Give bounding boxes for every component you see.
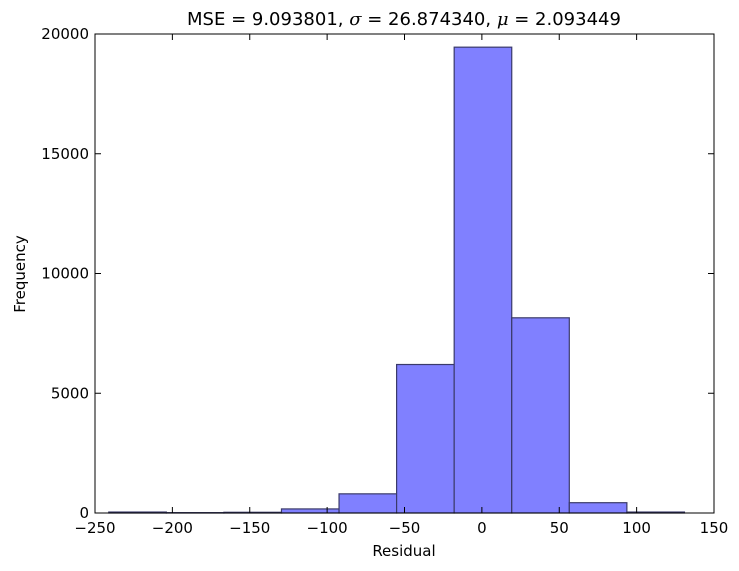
x-tick-label: −50 [389, 519, 421, 537]
histogram-bar-4 [338, 493, 398, 514]
y-tick-label: 15000 [41, 145, 89, 163]
x-tick-label: 50 [550, 519, 569, 537]
y-tick-label: 20000 [41, 25, 89, 43]
y-axis-label: Frequency [11, 235, 29, 313]
y-tick-label: 5000 [51, 384, 89, 402]
histogram-bar-8 [568, 502, 628, 514]
y-tick-labels: 0 5000 10000 15000 20000 [41, 25, 89, 522]
y-tick-label: 0 [79, 504, 89, 522]
x-tick-label: −200 [152, 519, 193, 537]
histogram-bars [108, 46, 686, 514]
y-tick-label: 10000 [41, 265, 89, 283]
histogram-bar-6 [453, 46, 513, 514]
histogram-bar-5 [396, 363, 455, 514]
histogram-bar-7 [511, 317, 570, 514]
x-tick-label: 100 [622, 519, 651, 537]
x-axis-label: Residual [372, 542, 435, 560]
x-tick-label: 0 [477, 519, 487, 537]
x-tick-label: −250 [74, 519, 115, 537]
x-tick-label: −100 [307, 519, 348, 537]
x-tick-labels: −250 −200 −150 −100 −50 0 50 100 150 [74, 519, 728, 537]
x-tick-label: −150 [229, 519, 270, 537]
histogram-bar-3 [280, 508, 340, 514]
chart-title: MSE = 9.093801, σ = 26.874340, μ = 2.093… [187, 9, 621, 30]
x-tick-label: 150 [700, 519, 729, 537]
plot-frame [94, 33, 715, 514]
